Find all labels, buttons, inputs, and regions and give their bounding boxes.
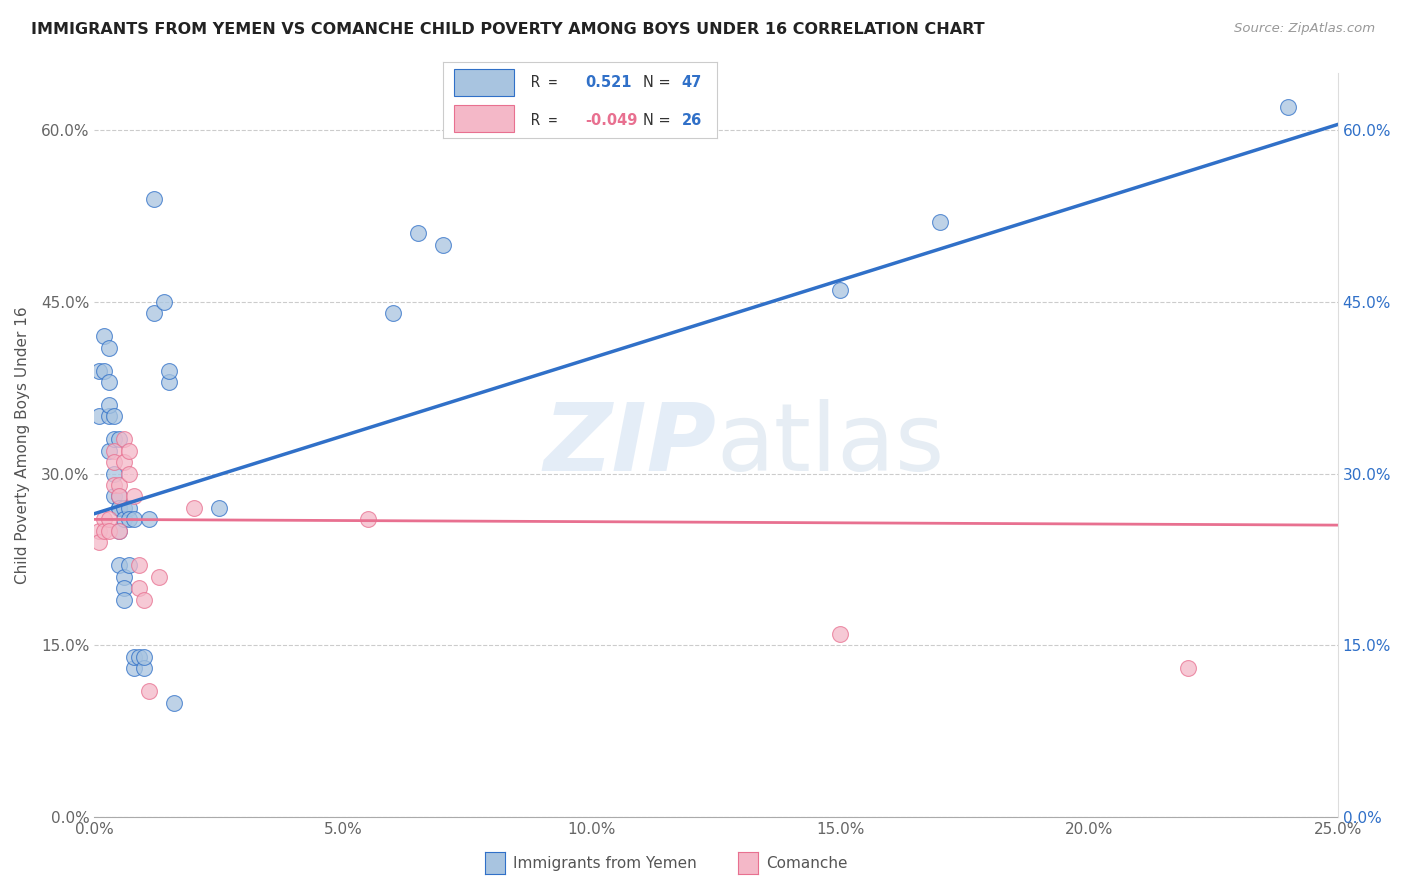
- Point: [103, 432, 125, 446]
- Point: [112, 592, 135, 607]
- Point: [89, 524, 111, 538]
- Point: [98, 512, 121, 526]
- Point: [93, 524, 115, 538]
- Point: [103, 443, 125, 458]
- Point: [103, 467, 125, 481]
- FancyBboxPatch shape: [454, 69, 515, 95]
- Point: [98, 398, 121, 412]
- Point: [89, 535, 111, 549]
- Text: R =: R =: [530, 75, 557, 90]
- Point: [98, 375, 121, 389]
- Text: Comanche: Comanche: [766, 856, 848, 871]
- Point: [89, 363, 111, 377]
- Point: [108, 524, 131, 538]
- Point: [108, 432, 131, 446]
- Point: [108, 478, 131, 492]
- Text: IMMIGRANTS FROM YEMEN VS COMANCHE CHILD POVERTY AMONG BOYS UNDER 16 CORRELATION : IMMIGRANTS FROM YEMEN VS COMANCHE CHILD …: [31, 22, 984, 37]
- Point: [157, 363, 180, 377]
- Point: [148, 569, 170, 583]
- Point: [138, 512, 160, 526]
- Text: Immigrants from Yemen: Immigrants from Yemen: [513, 856, 697, 871]
- Text: R =: R =: [530, 112, 557, 128]
- Point: [103, 478, 125, 492]
- Point: [432, 237, 454, 252]
- Point: [143, 192, 166, 206]
- Point: [128, 649, 150, 664]
- Point: [122, 490, 145, 504]
- Point: [183, 500, 205, 515]
- Text: N =: N =: [643, 112, 671, 128]
- Text: 0.521: 0.521: [585, 75, 631, 90]
- Point: [93, 363, 115, 377]
- Point: [112, 581, 135, 595]
- Point: [93, 329, 115, 343]
- Text: Source: ZipAtlas.com: Source: ZipAtlas.com: [1234, 22, 1375, 36]
- Point: [128, 558, 150, 573]
- Point: [122, 649, 145, 664]
- Text: -0.049: -0.049: [585, 112, 638, 128]
- Point: [98, 409, 121, 424]
- FancyBboxPatch shape: [454, 105, 515, 132]
- Point: [157, 375, 180, 389]
- Point: [830, 627, 852, 641]
- Point: [143, 306, 166, 320]
- Point: [93, 512, 115, 526]
- Point: [153, 294, 176, 309]
- Point: [112, 455, 135, 469]
- Point: [118, 500, 141, 515]
- Point: [98, 443, 121, 458]
- Point: [208, 500, 231, 515]
- Point: [112, 569, 135, 583]
- Y-axis label: Child Poverty Among Boys Under 16: Child Poverty Among Boys Under 16: [15, 306, 30, 583]
- Point: [118, 467, 141, 481]
- Point: [112, 512, 135, 526]
- Text: ZIP: ZIP: [543, 399, 716, 491]
- Point: [112, 432, 135, 446]
- Point: [122, 512, 145, 526]
- Point: [163, 696, 186, 710]
- Point: [108, 524, 131, 538]
- Point: [98, 341, 121, 355]
- Point: [928, 215, 950, 229]
- Point: [108, 500, 131, 515]
- Point: [108, 558, 131, 573]
- Point: [1177, 661, 1199, 675]
- Point: [118, 512, 141, 526]
- Point: [108, 500, 131, 515]
- Point: [357, 512, 380, 526]
- Point: [103, 409, 125, 424]
- Point: [406, 226, 429, 240]
- Point: [122, 661, 145, 675]
- Point: [134, 661, 156, 675]
- Point: [112, 500, 135, 515]
- Text: 26: 26: [682, 112, 702, 128]
- Point: [103, 490, 125, 504]
- Point: [381, 306, 404, 320]
- Point: [89, 409, 111, 424]
- Text: N =: N =: [643, 75, 671, 90]
- Text: atlas: atlas: [716, 399, 945, 491]
- Point: [128, 581, 150, 595]
- Point: [830, 284, 852, 298]
- Point: [98, 524, 121, 538]
- Point: [1277, 100, 1299, 114]
- Point: [108, 490, 131, 504]
- Point: [118, 443, 141, 458]
- Point: [134, 649, 156, 664]
- Point: [108, 490, 131, 504]
- Point: [138, 684, 160, 698]
- Point: [134, 592, 156, 607]
- Text: 47: 47: [682, 75, 702, 90]
- Point: [118, 558, 141, 573]
- Point: [103, 455, 125, 469]
